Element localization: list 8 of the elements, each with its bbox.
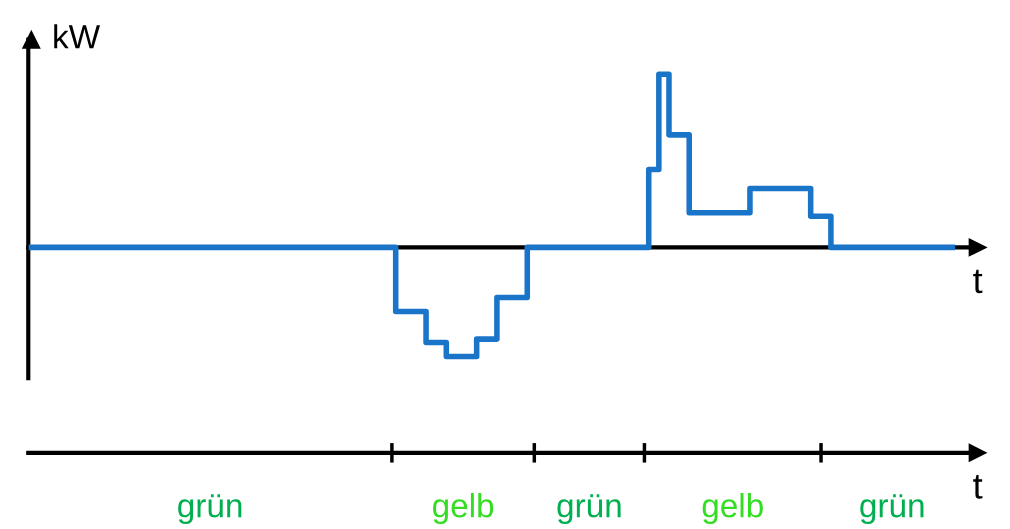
text: gelb — [702, 493, 763, 525]
text: grün — [178, 494, 242, 525]
text: grün — [860, 494, 924, 525]
text: gelb — [433, 493, 494, 525]
x-axis-title: t — [973, 269, 983, 294]
y-axis-title: kW — [54, 24, 101, 49]
text: t — [973, 475, 983, 499]
text: grün — [557, 494, 621, 525]
